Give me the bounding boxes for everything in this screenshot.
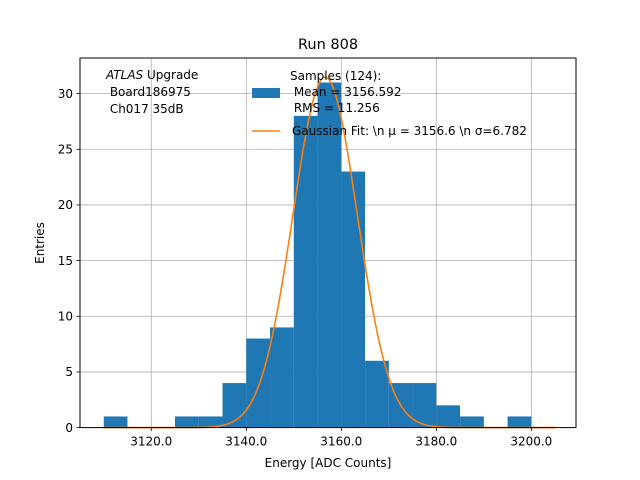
x-tick-label: 3120.0 — [130, 435, 172, 449]
x-tick-label: 3160.0 — [320, 435, 362, 449]
annotation-line-1-rest: Upgrade — [143, 68, 198, 82]
y-axis-ticks: 0 5 10 15 20 25 30 — [58, 87, 80, 435]
y-tick-label: 10 — [58, 310, 73, 324]
histogram-bar — [270, 327, 294, 428]
histogram-bar — [460, 416, 484, 428]
x-axis-label: Energy [ADC Counts] — [265, 456, 392, 470]
plot-frame — [79, 57, 577, 429]
y-tick-label: 5 — [65, 365, 73, 379]
histogram-bar — [246, 338, 271, 428]
y-tick-label: 20 — [58, 198, 73, 212]
histogram-bar — [436, 405, 461, 428]
y-axis-label: Entries — [33, 222, 47, 264]
chart-title: Run 808 — [298, 37, 358, 53]
annotation: ATLAS Upgrade Board186975 Ch017 35dB — [105, 68, 198, 116]
x-tick-label: 3200.0 — [510, 435, 552, 449]
histogram-bar — [103, 416, 128, 428]
histogram-bar — [507, 416, 532, 428]
histogram-bar — [293, 115, 318, 428]
x-tick-label: 3180.0 — [415, 435, 457, 449]
histogram-bar — [175, 416, 199, 428]
annotation-line-3: Ch017 35dB — [106, 102, 184, 116]
histogram-bar — [317, 82, 342, 428]
legend-samples-line: Mean = 3156.592 — [290, 85, 401, 99]
x-axis-ticks: 3120.0 3140.0 3160.0 3180.0 3200.0 — [130, 427, 552, 449]
y-tick-label: 0 — [65, 421, 73, 435]
histogram-bar — [365, 360, 389, 428]
svg-text:ATLAS Upgrade: ATLAS Upgrade — [105, 68, 198, 82]
annotation-italic-word: ATLAS — [105, 68, 144, 82]
legend-samples-line: RMS = 11.256 — [290, 101, 380, 115]
legend-patch-samples — [252, 88, 280, 98]
legend-samples-line: Samples (124): — [290, 69, 381, 83]
legend-label-gaussian: Gaussian Fit: \n μ = 3156.6 \n σ=6.782 — [292, 124, 527, 138]
y-tick-label: 15 — [58, 254, 73, 268]
y-tick-label: 25 — [58, 143, 73, 157]
histogram-bar — [341, 171, 366, 428]
x-tick-label: 3140.0 — [225, 435, 267, 449]
legend: Samples (124): Mean = 3156.592 RMS = 11.… — [252, 69, 527, 138]
legend-label-samples: Samples (124): Mean = 3156.592 RMS = 11.… — [290, 69, 401, 115]
y-tick-label: 30 — [58, 87, 73, 101]
histogram-bar — [412, 383, 437, 428]
histogram-bar — [198, 416, 223, 428]
annotation-line-2: Board186975 — [106, 85, 191, 99]
